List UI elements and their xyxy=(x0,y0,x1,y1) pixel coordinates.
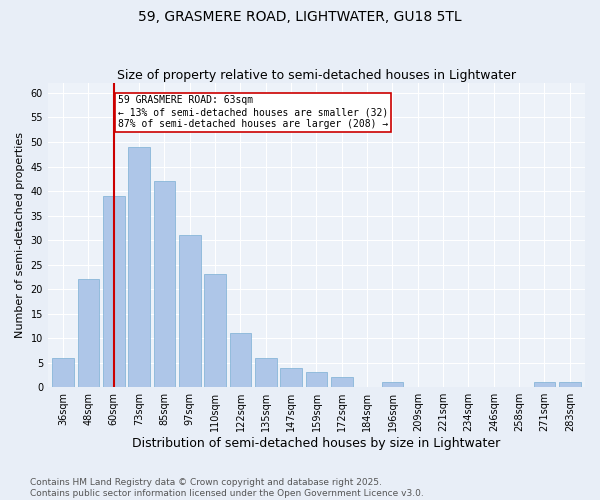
Bar xyxy=(331,378,353,387)
Bar xyxy=(559,382,581,387)
Bar xyxy=(154,181,175,387)
Bar xyxy=(230,334,251,387)
Text: 59, GRASMERE ROAD, LIGHTWATER, GU18 5TL: 59, GRASMERE ROAD, LIGHTWATER, GU18 5TL xyxy=(138,10,462,24)
Title: Size of property relative to semi-detached houses in Lightwater: Size of property relative to semi-detach… xyxy=(117,69,516,82)
Text: Contains HM Land Registry data © Crown copyright and database right 2025.
Contai: Contains HM Land Registry data © Crown c… xyxy=(30,478,424,498)
Bar xyxy=(103,196,125,387)
X-axis label: Distribution of semi-detached houses by size in Lightwater: Distribution of semi-detached houses by … xyxy=(133,437,500,450)
Text: 59 GRASMERE ROAD: 63sqm
← 13% of semi-detached houses are smaller (32)
87% of se: 59 GRASMERE ROAD: 63sqm ← 13% of semi-de… xyxy=(118,96,388,128)
Bar xyxy=(205,274,226,387)
Bar xyxy=(179,235,200,387)
Y-axis label: Number of semi-detached properties: Number of semi-detached properties xyxy=(15,132,25,338)
Bar xyxy=(52,358,74,387)
Bar xyxy=(305,372,327,387)
Bar xyxy=(533,382,555,387)
Bar xyxy=(77,280,99,387)
Bar xyxy=(255,358,277,387)
Bar xyxy=(382,382,403,387)
Bar xyxy=(128,147,150,387)
Bar xyxy=(280,368,302,387)
